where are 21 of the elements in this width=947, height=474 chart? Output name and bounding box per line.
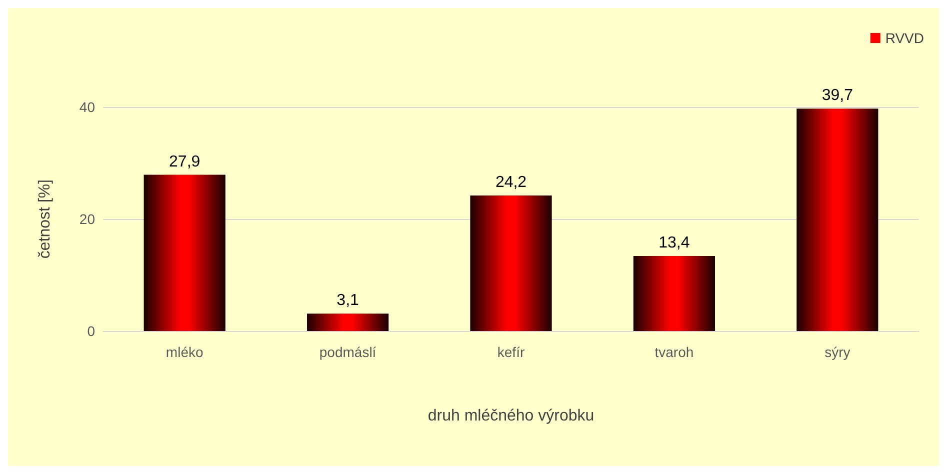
y-tick-label: 40 (79, 99, 96, 115)
x-tick-label: sýry (824, 344, 850, 360)
x-tick-label: kefír (497, 344, 525, 360)
legend-label: RVVD (885, 30, 924, 46)
bar (307, 314, 389, 331)
y-axis-title: četnost [%] (36, 179, 54, 259)
data-label: 27,9 (169, 153, 200, 170)
x-tick-label: mléko (166, 344, 204, 360)
bar (633, 256, 715, 331)
data-label: 39,7 (822, 87, 854, 104)
data-label: 24,2 (495, 174, 527, 191)
x-axis-title: druh mléčného výrobku (428, 408, 594, 424)
x-tick-label: tvaroh (654, 344, 694, 360)
bar (796, 108, 878, 331)
y-tick-label: 0 (87, 323, 96, 339)
bar (144, 174, 226, 331)
x-tick-label: podmáslí (319, 344, 376, 360)
y-tick-label: 20 (79, 211, 96, 227)
data-label: 3,1 (336, 292, 360, 310)
bar (470, 195, 552, 331)
data-label: 13,4 (658, 234, 690, 252)
